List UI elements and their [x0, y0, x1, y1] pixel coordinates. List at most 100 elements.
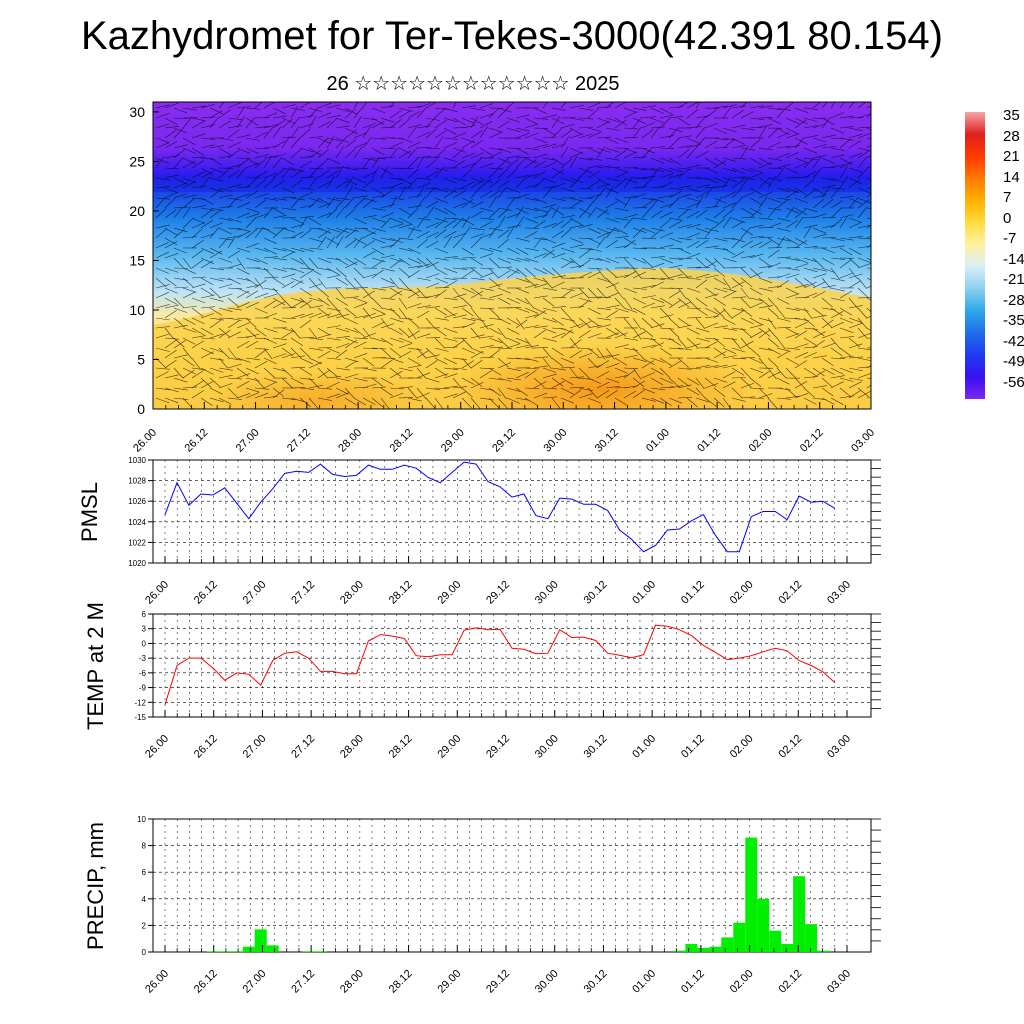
wind-barb — [389, 259, 402, 269]
wind-barb — [578, 393, 593, 399]
x-tick-label: 26.00 — [143, 733, 171, 761]
wind-barb — [866, 327, 871, 332]
wind-barb — [641, 199, 654, 209]
wind-barb — [281, 273, 296, 279]
wind-barb — [650, 397, 665, 404]
wind-barb — [722, 287, 737, 292]
wind-barb — [272, 115, 287, 119]
wind-barb — [758, 240, 772, 249]
wind-barb — [407, 290, 421, 299]
wind-barb — [704, 357, 719, 363]
wind-barb — [632, 227, 647, 233]
wind-barb — [335, 180, 349, 189]
wind-barb — [668, 167, 683, 173]
wind-barb — [560, 215, 575, 219]
wind-barb — [182, 116, 193, 129]
wind-barb — [821, 199, 834, 209]
wind-barb — [434, 130, 447, 139]
wind-barb — [776, 217, 791, 222]
wind-barb — [821, 377, 833, 388]
wind-barb — [524, 369, 537, 379]
wind-barb — [569, 323, 584, 329]
wind-barb — [254, 307, 269, 314]
wind-barb — [587, 157, 602, 161]
wind-barb — [542, 204, 557, 209]
wind-barb — [632, 367, 642, 380]
wind-barb — [326, 104, 341, 109]
wind-barb — [542, 127, 556, 136]
wind-barb — [218, 102, 225, 109]
wind-barb — [245, 242, 260, 249]
wind-barb — [758, 329, 771, 339]
wind-barb — [308, 267, 322, 276]
wind-barb — [812, 123, 827, 129]
colorbar-label: -35 — [1003, 312, 1024, 329]
wind-barb — [596, 165, 611, 169]
wind-barb — [524, 159, 537, 169]
precip-bar — [242, 946, 255, 952]
wind-barb — [722, 371, 736, 379]
wind-barb — [173, 247, 188, 254]
wind-barb — [803, 281, 817, 289]
wind-barb — [605, 137, 619, 144]
wind-barb — [488, 283, 503, 289]
wind-barb — [299, 187, 314, 190]
wind-barb — [452, 267, 467, 270]
wind-barb — [758, 387, 769, 399]
wind-barb — [668, 191, 682, 199]
wind-barb — [290, 217, 304, 224]
wind-barb — [515, 307, 530, 313]
wind-barb — [731, 387, 743, 398]
wind-barb — [677, 224, 692, 229]
wind-barb — [542, 277, 553, 289]
wind-barb — [452, 160, 465, 169]
wind-barb — [677, 267, 689, 278]
wind-barb — [830, 297, 845, 302]
wind-barb — [794, 263, 809, 269]
wind-barb — [344, 327, 359, 333]
wind-barb — [173, 144, 188, 149]
wind-barb — [371, 237, 386, 244]
warm-core — [450, 345, 750, 409]
wind-barb — [434, 247, 449, 254]
wind-barb — [560, 145, 569, 159]
wind-barb — [812, 233, 827, 239]
wind-barb — [740, 317, 754, 325]
wind-barb — [434, 107, 446, 119]
wind-barb — [686, 210, 700, 219]
wind-barb — [335, 277, 349, 286]
wind-barb — [353, 341, 367, 349]
wind-barb — [794, 117, 808, 125]
wind-barb — [371, 397, 383, 408]
precip-bar — [709, 946, 722, 952]
wind-barb — [155, 208, 167, 219]
wind-barb — [308, 327, 318, 340]
wind-barb — [857, 113, 871, 119]
wind-barb — [614, 274, 629, 279]
wind-barb — [227, 363, 242, 369]
wind-barb — [497, 186, 507, 199]
wind-barb — [596, 227, 611, 234]
wind-barb — [344, 373, 359, 379]
wind-barb — [155, 142, 170, 149]
wind-barb — [839, 195, 854, 199]
wind-barb — [659, 257, 674, 264]
wind-barb — [470, 187, 481, 199]
wind-barb — [803, 352, 817, 359]
wind-barb — [335, 367, 350, 371]
wind-barb — [209, 387, 223, 395]
wind-barb — [605, 332, 620, 339]
wind-barb — [524, 132, 539, 139]
wind-barb — [641, 257, 653, 268]
wind-barb — [371, 107, 386, 114]
wind-barb — [281, 197, 297, 199]
precip-bar — [685, 944, 698, 952]
wind-barb — [407, 257, 421, 264]
wind-barb — [677, 384, 692, 389]
wind-barb — [812, 137, 827, 143]
wind-barb — [272, 389, 285, 399]
wind-barb — [776, 199, 789, 209]
precip-bar — [697, 948, 710, 952]
wind-barb — [659, 181, 673, 189]
wind-barb — [578, 297, 593, 303]
